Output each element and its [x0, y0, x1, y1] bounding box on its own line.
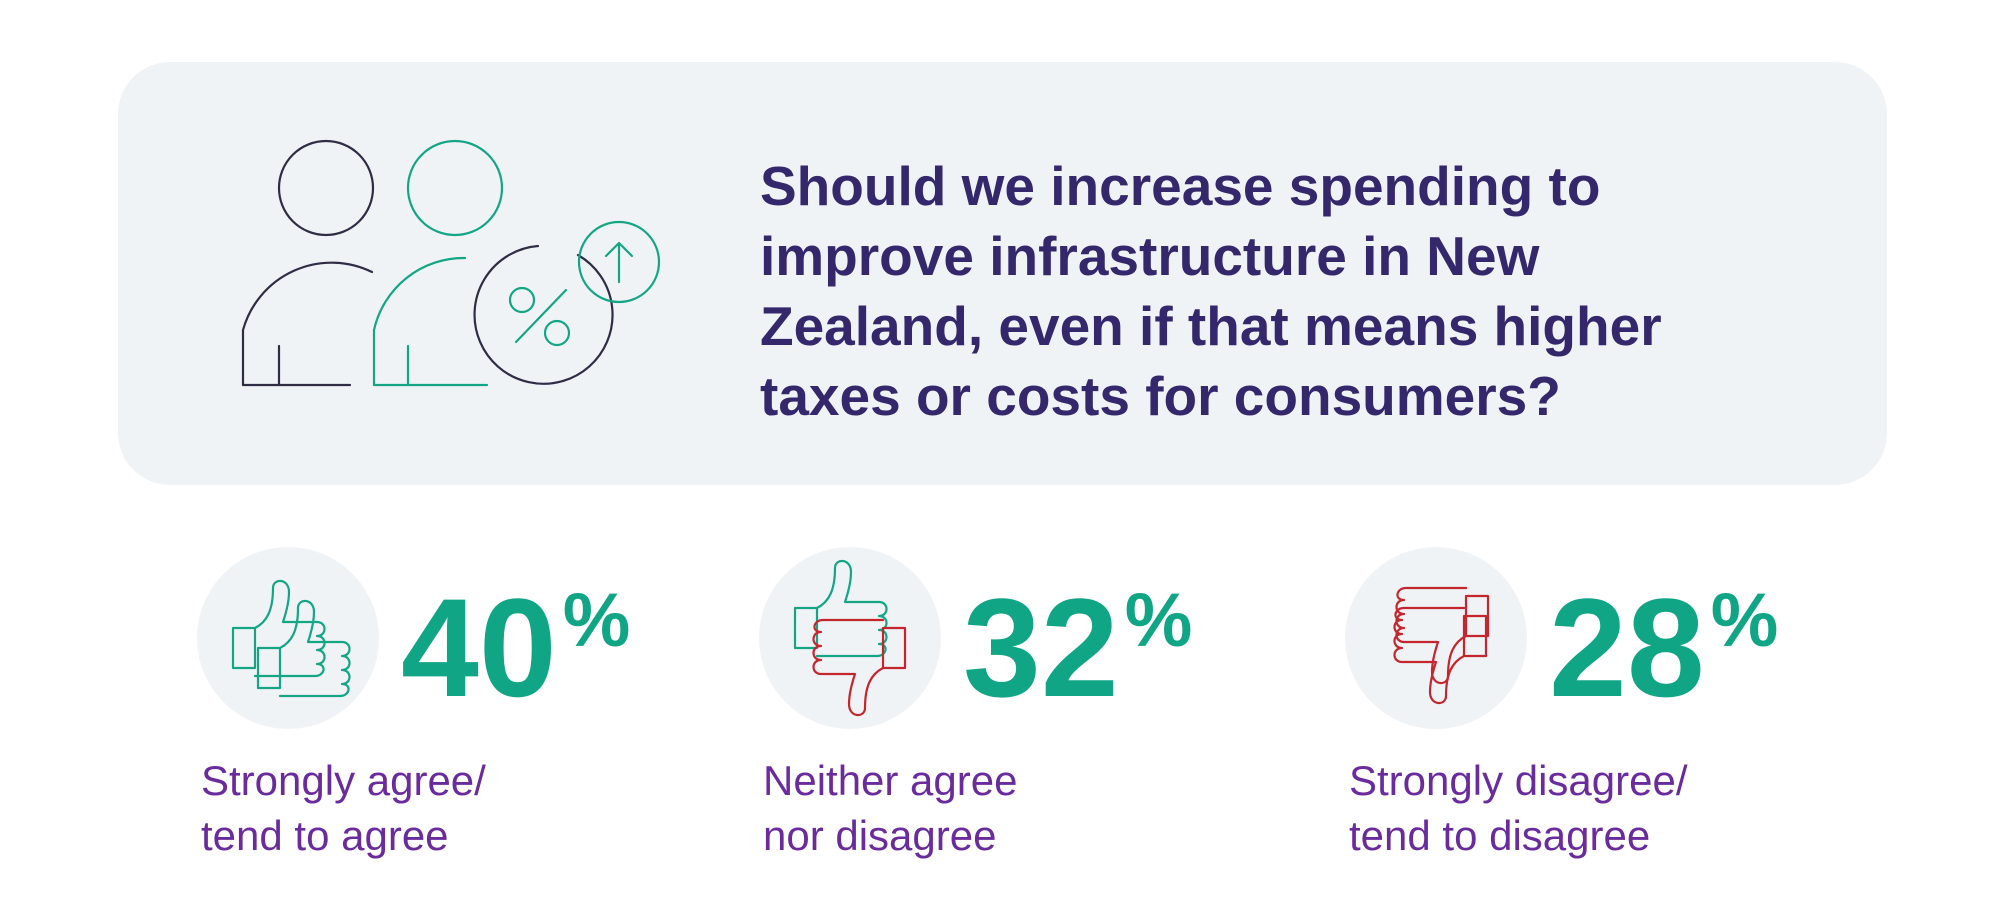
stat-label: Strongly disagree/	[1349, 757, 1688, 804]
icon-circle	[197, 547, 379, 729]
question-line: Should we increase spending to	[760, 155, 1600, 217]
question-line: taxes or costs for consumers?	[760, 365, 1561, 427]
icon-circle	[1345, 547, 1527, 729]
stat-number: 28	[1549, 569, 1705, 726]
thumb-icons	[231, 559, 1490, 717]
stats: 40% Strongly agree/tend to agree 32% Neithe…	[197, 547, 1778, 859]
stat-label: nor disagree	[763, 812, 996, 859]
stat-number: 40	[401, 569, 557, 726]
stat-label: Neither agree	[763, 757, 1017, 804]
stat-label: tend to disagree	[1349, 812, 1650, 859]
stat-value: 40%	[401, 569, 630, 726]
stat-unit: %	[1711, 578, 1779, 663]
stat-value: 28%	[1549, 569, 1778, 726]
stat-value: 32%	[963, 569, 1192, 726]
question-line: Zealand, even if that means higher	[760, 295, 1662, 357]
question-line: improve infrastructure in New	[760, 225, 1540, 287]
stat-number: 32	[963, 569, 1119, 726]
question-panel	[118, 62, 1887, 485]
stat-label: Strongly agree/	[201, 757, 486, 804]
people-icon	[241, 139, 661, 387]
stat-unit: %	[1125, 578, 1193, 663]
stat-label: tend to agree	[201, 812, 449, 859]
icon-circle	[759, 547, 941, 729]
stat-unit: %	[563, 578, 631, 663]
